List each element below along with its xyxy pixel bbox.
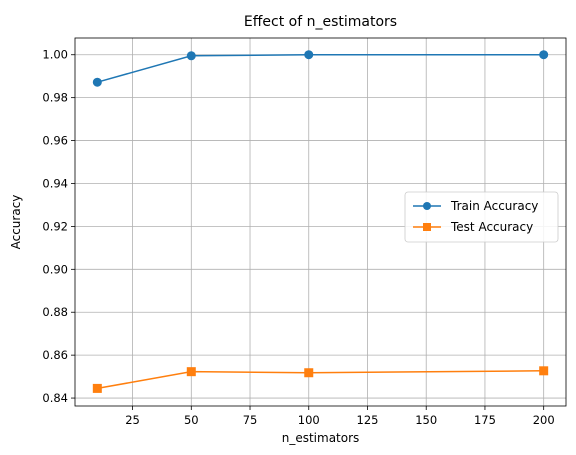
- y-tick-label: 0.98: [42, 91, 68, 105]
- chart-title: Effect of n_estimators: [244, 14, 397, 30]
- y-tick-label: 0.94: [42, 176, 68, 190]
- plot-area-frame: [74, 37, 567, 407]
- series-line-test-accuracy: [97, 370, 544, 390]
- series-line-train-accuracy: [97, 53, 544, 83]
- y-tick-label: 0.96: [42, 134, 68, 148]
- legend-label: Train Accuracy: [450, 199, 538, 213]
- data-point-train-accuracy: [92, 77, 102, 87]
- y-tick-label: 0.88: [42, 305, 68, 319]
- y-tick-label: 1.00: [42, 48, 68, 62]
- legend-box: [404, 191, 559, 243]
- data-point-test-accuracy: [539, 366, 549, 376]
- data-point-train-accuracy: [539, 50, 549, 60]
- y-axis-label: Accuracy: [9, 195, 23, 250]
- x-axis-label: n_estimators: [282, 431, 360, 445]
- data-point-test-accuracy: [304, 368, 314, 378]
- legend: Train Accuracy Test Accuracy: [404, 191, 559, 243]
- data-point-train-accuracy: [304, 50, 314, 60]
- legend-item-train-accuracy: Train Accuracy: [413, 199, 538, 213]
- y-tick-label: 0.90: [42, 262, 68, 276]
- x-tick-label: 150: [415, 413, 437, 427]
- data-point-test-accuracy: [186, 367, 196, 377]
- series-train-accuracy: [92, 50, 549, 87]
- y-tick-label: 0.84: [42, 391, 68, 405]
- legend-item-test-accuracy: Test Accuracy: [413, 220, 533, 234]
- x-tick-label: 50: [184, 413, 199, 427]
- legend-marker: [423, 202, 431, 210]
- data-point-test-accuracy: [92, 383, 102, 393]
- legend-label: Test Accuracy: [450, 220, 533, 234]
- x-tick-label: 25: [125, 413, 140, 427]
- x-tick-label: 200: [533, 413, 555, 427]
- axis-ticks: 25 50 75 100 125 150 175 200 0.84 0.86 0.88 0.90 0.9…: [42, 48, 554, 427]
- series-layer: [92, 50, 549, 393]
- x-tick-label: 75: [243, 413, 258, 427]
- data-point-train-accuracy: [186, 51, 196, 61]
- grid-lines: [75, 38, 566, 406]
- y-tick-label: 0.92: [42, 219, 68, 233]
- series-test-accuracy: [92, 366, 549, 393]
- x-tick-label: 125: [357, 413, 379, 427]
- x-tick-label: 100: [298, 413, 320, 427]
- legend-marker: [423, 223, 431, 231]
- y-tick-label: 0.86: [42, 348, 68, 362]
- x-tick-label: 175: [474, 413, 496, 427]
